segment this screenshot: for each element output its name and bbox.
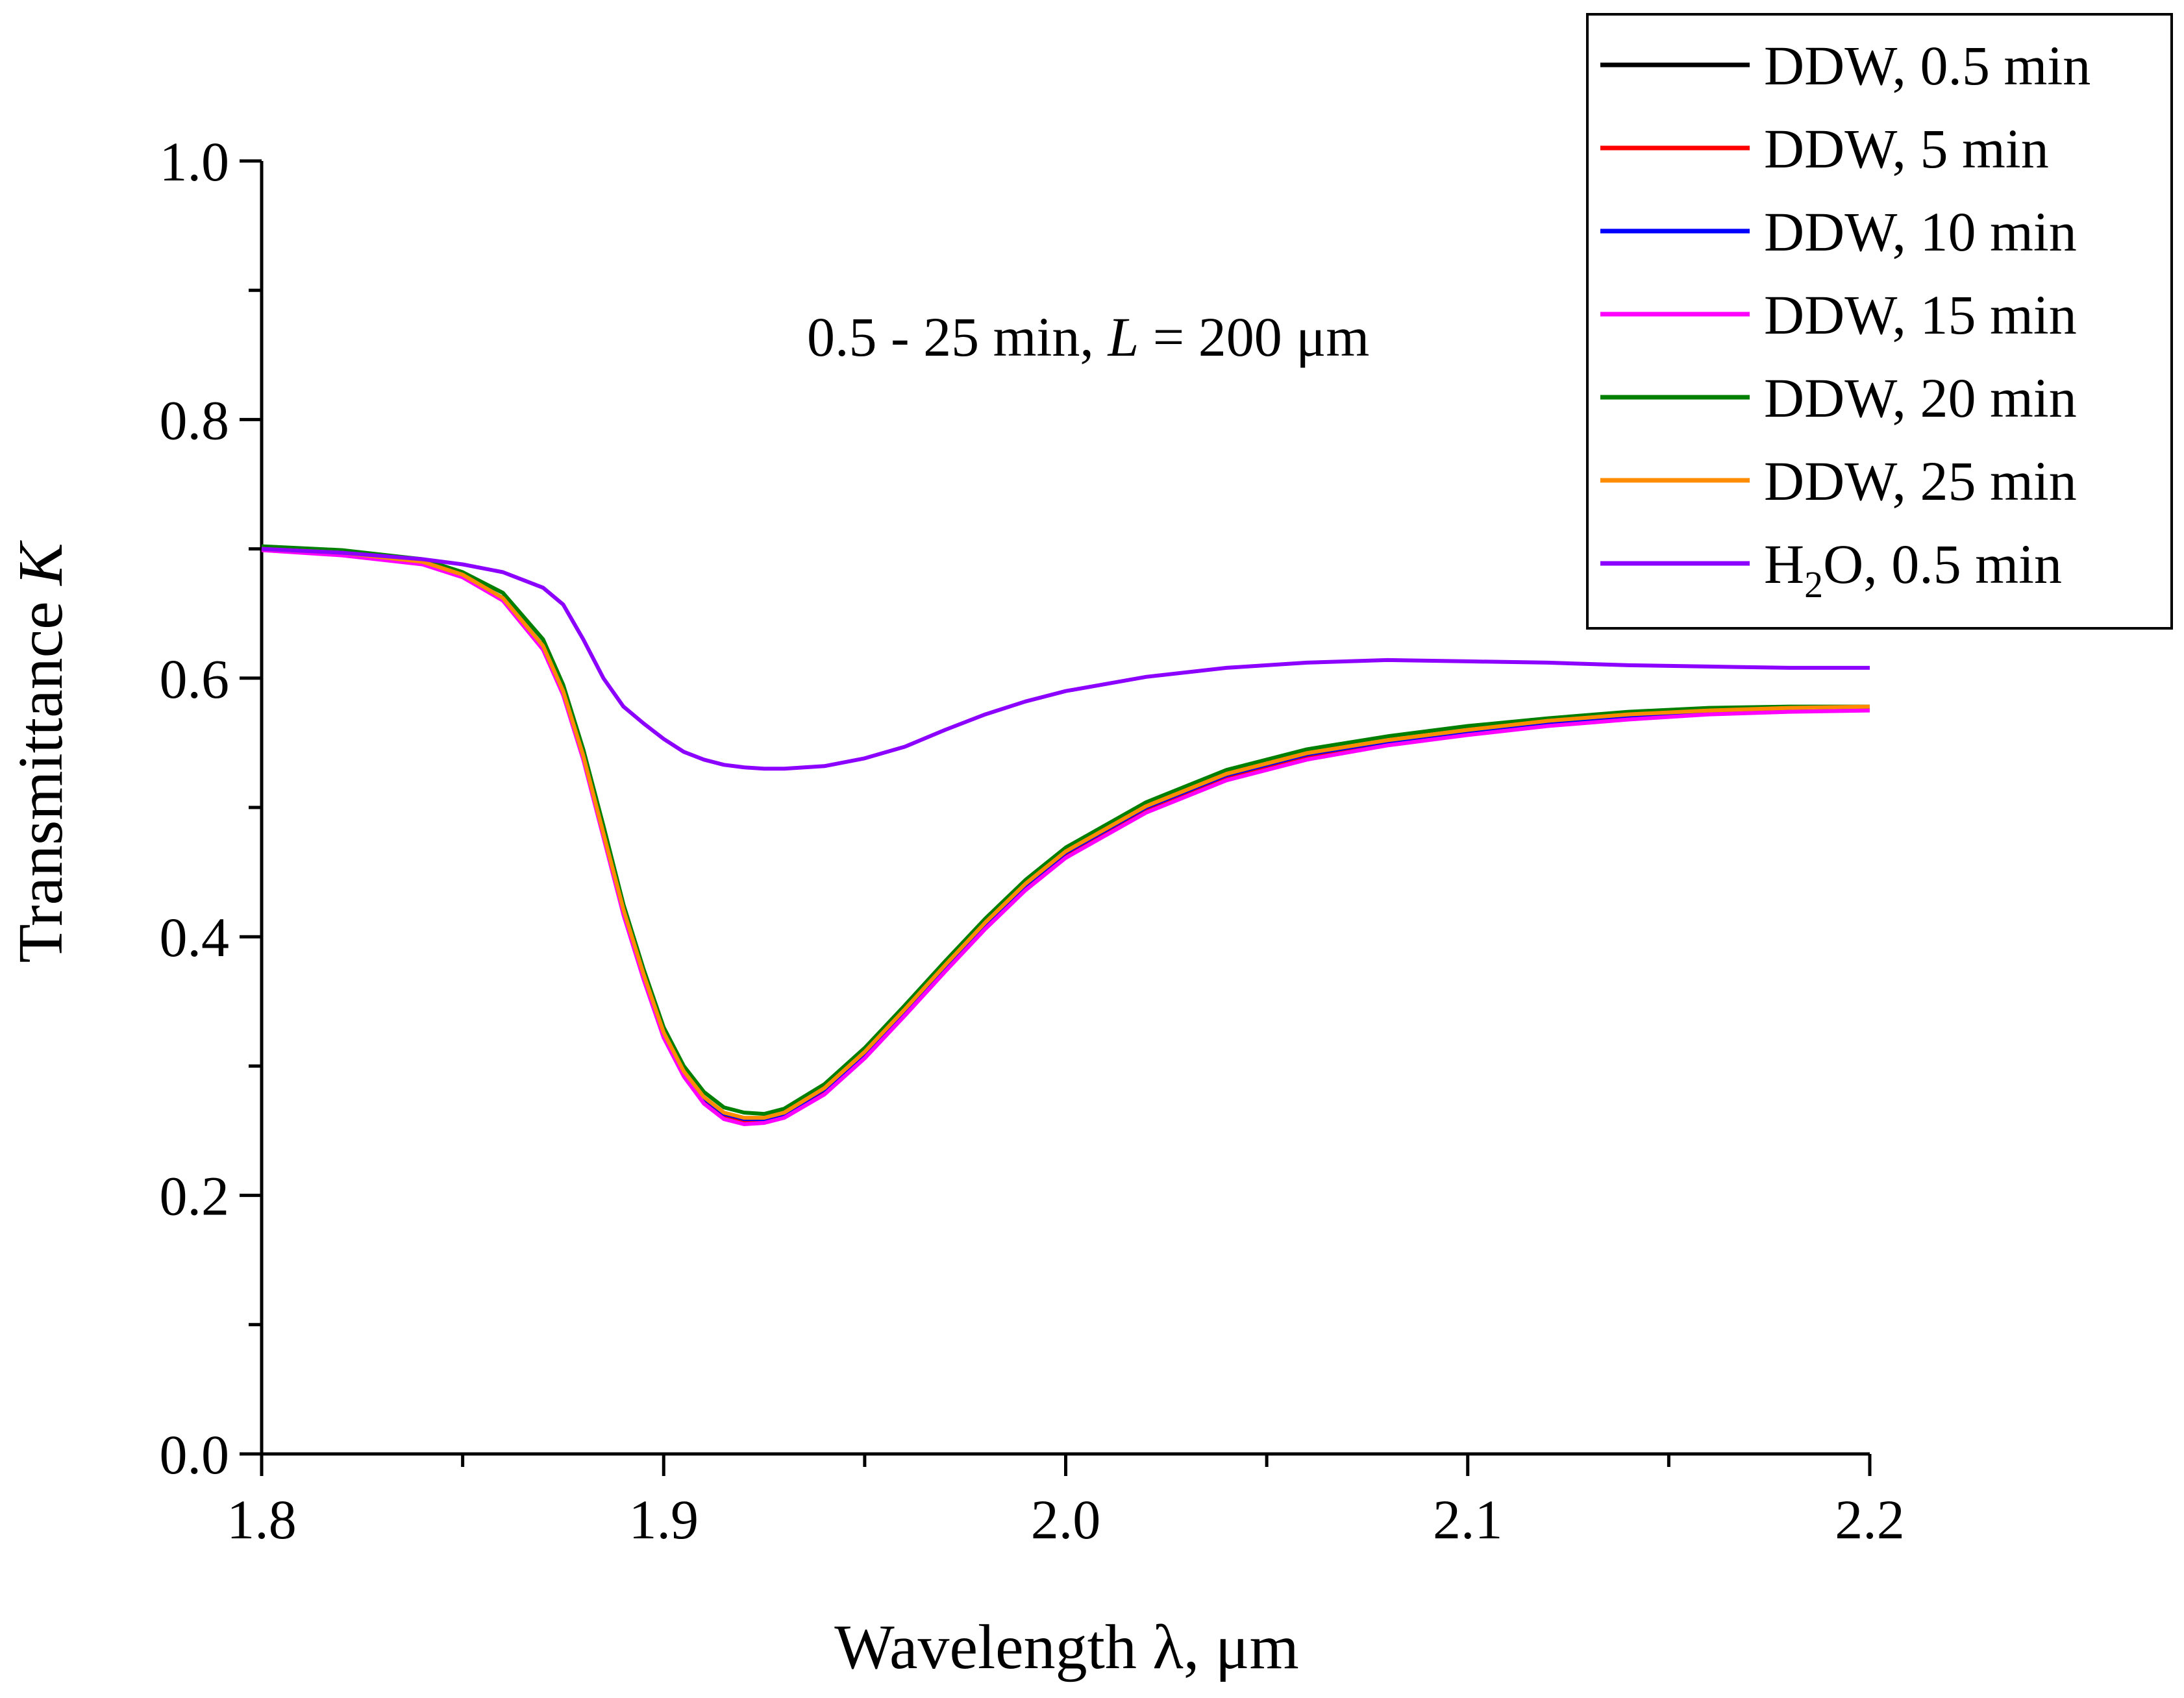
x-tick-label: 2.0: [1031, 1488, 1101, 1551]
legend-entry-label: DDW, 15 min: [1764, 284, 2077, 346]
y-axis-title-italic: K: [6, 540, 76, 587]
legend-entry-label: DDW, 5 min: [1764, 117, 2049, 180]
series-line-5: [261, 544, 1870, 1116]
y-axis-title-main: Transmittance: [6, 585, 76, 963]
y-tick-label: 0.6: [160, 648, 230, 710]
legend-entry-label: DDW, 25 min: [1764, 450, 2077, 512]
legend-entry-label: H2O, 0.5 min: [1764, 533, 2062, 606]
legend-label-rest: O, 0.5 min: [1823, 533, 2062, 595]
series-line-4: [261, 548, 1870, 1126]
text-layer: 0.5 - 25 min, L = 200 μm Wavelength λ, μ…: [6, 306, 1369, 1682]
annotation-suffix: = 200 μm: [1139, 306, 1369, 368]
y-tick-label: 0.4: [160, 906, 230, 968]
series-line-3: [261, 547, 1870, 1122]
x-tick-label: 2.2: [1835, 1488, 1905, 1551]
legend-label-subscript: 2: [1804, 563, 1823, 606]
y-tick-label: 1.0: [160, 130, 230, 193]
legend-entry-label: DDW, 0.5 min: [1764, 34, 2091, 97]
series-layer: [261, 544, 1870, 1126]
legend-entry-label: DDW, 10 min: [1764, 201, 2077, 263]
legend-label-main: H: [1764, 533, 1804, 595]
chart-annotation: 0.5 - 25 min, L = 200 μm: [807, 306, 1369, 368]
x-tick-label: 1.8: [227, 1488, 297, 1551]
legend-entry-label: DDW, 20 min: [1764, 367, 2077, 429]
x-tick-label: 1.9: [629, 1488, 699, 1551]
series-line-2: [261, 547, 1870, 1123]
legend: DDW, 0.5 min DDW, 5 min DDW, 10 min DDW, 15…: [1586, 13, 2173, 630]
annotation-prefix: 0.5 - 25 min,: [807, 306, 1108, 368]
axes-layer: 1.8 1.9 2.0 2.1 2.2 0.0 0.2 0.4 0.6 0.8 1.0: [160, 130, 1905, 1551]
annotation-italic: L: [1106, 306, 1139, 368]
series-line-7: [261, 547, 1870, 771]
series-line-6: [261, 547, 1870, 1120]
y-axis-title: Transmittance K: [6, 540, 76, 963]
x-tick-label: 2.1: [1433, 1488, 1503, 1551]
legend-box: [1586, 13, 2173, 630]
x-axis-title: Wavelength λ, μm: [834, 1612, 1298, 1682]
series-line-1: [261, 547, 1870, 1122]
y-tick-label: 0.8: [160, 389, 230, 451]
y-tick-label: 0.0: [160, 1423, 230, 1486]
y-tick-label: 0.2: [160, 1165, 230, 1227]
